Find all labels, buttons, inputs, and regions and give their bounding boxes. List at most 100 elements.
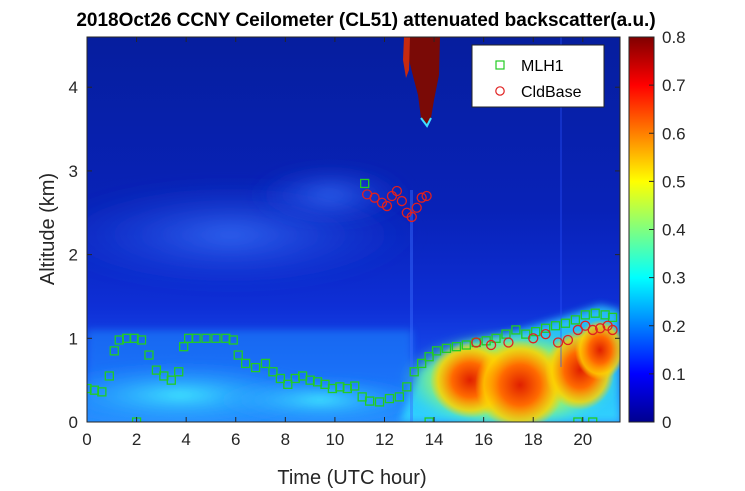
legend-mlh1-marker — [495, 60, 505, 70]
x-tick-label: 10 — [325, 430, 344, 449]
mlh1-point — [191, 333, 201, 343]
mlh1-point — [417, 358, 427, 369]
mlh1-point — [144, 350, 154, 360]
x-tick-label: 2 — [132, 430, 141, 449]
x-axis: 0 2 4 6 8 10 12 14 16 18 20 — [82, 37, 592, 449]
mlh1-point — [201, 333, 211, 343]
mlh1-point — [590, 308, 600, 318]
cldbase-series — [361, 185, 618, 351]
y-axis-label: Altitude (km) — [37, 173, 59, 285]
colorbar-tick-label: 0.3 — [662, 269, 686, 288]
y-tick-label: 3 — [69, 162, 78, 181]
mlh1-point — [350, 381, 360, 391]
mlh1-point — [441, 343, 452, 353]
legend: MLH1 CldBase — [471, 44, 605, 108]
mlh1-point — [491, 333, 501, 343]
x-tick-label: 18 — [524, 430, 543, 449]
legend-cldbase-label: CldBase — [521, 84, 582, 101]
mlh1-point — [451, 342, 462, 352]
mlh1-point — [511, 325, 521, 335]
mlh1-point — [174, 367, 184, 377]
mlh1-point — [409, 367, 419, 377]
x-axis-label: Time (UTC hour) — [277, 467, 426, 489]
mlh1-point — [570, 315, 581, 325]
cldbase-point — [587, 324, 598, 336]
mlh1-point — [104, 371, 114, 381]
cldbase-point — [369, 192, 380, 203]
colorbar: 0 0.1 0.2 0.3 0.4 0.5 0.6 0.7 0.8 — [628, 28, 686, 432]
x-tick-label: 6 — [231, 430, 240, 449]
cldbase-point — [562, 334, 574, 346]
mlh1-point — [241, 358, 251, 369]
x-tick-label: 8 — [281, 430, 290, 449]
mlh1-point — [560, 318, 571, 328]
colorbar-tick-label: 0 — [662, 413, 671, 432]
mlh1-point — [364, 396, 375, 406]
mlh1-point — [136, 335, 147, 345]
mlh1-point — [461, 340, 471, 350]
mlh1-point — [531, 326, 541, 337]
cldbase-point — [411, 202, 422, 213]
colorbar-tick-label: 0.1 — [662, 365, 686, 384]
cldbase-point — [421, 190, 432, 202]
mlh1-point — [580, 310, 590, 320]
mlh1-point — [424, 352, 434, 362]
mlh1-point — [540, 323, 551, 333]
mlh1-point — [384, 393, 395, 404]
legend-box — [471, 44, 605, 108]
mlh1-series — [87, 178, 618, 422]
y-axis: 0 1 2 3 4 — [69, 78, 620, 432]
cldbase-point — [540, 328, 551, 340]
y-tick-label: 2 — [69, 246, 78, 265]
x-tick-label: 20 — [573, 430, 592, 449]
mlh1-point — [151, 365, 162, 375]
mlh1-point — [268, 367, 278, 377]
mlh1-point — [260, 358, 271, 369]
cldbase-point — [396, 195, 407, 207]
mlh1-point — [394, 392, 405, 402]
mlh1-point — [424, 417, 434, 422]
mlh1-point — [211, 333, 221, 343]
plot-frame — [86, 36, 621, 423]
cldbase-point — [528, 333, 539, 344]
x-tick-label: 14 — [425, 430, 444, 449]
colorbar-tick-label: 0.6 — [662, 124, 686, 143]
chart-title: 2018Oct26 CCNY Ceilometer (CL51) attenua… — [76, 10, 655, 31]
colorbar-tick-label: 0.2 — [662, 317, 686, 336]
mlh1-point — [573, 417, 583, 422]
cldbase-point — [391, 185, 403, 197]
y-tick-label: 1 — [69, 329, 78, 348]
cldbase-point — [406, 211, 417, 223]
mlh1-point — [550, 321, 561, 331]
mlh1-point — [374, 397, 385, 407]
mlh1-point — [179, 342, 189, 352]
cldbase-point — [503, 337, 514, 348]
x-tick-label: 16 — [474, 430, 493, 449]
mlh1-point — [588, 417, 598, 422]
mlh1-point — [228, 335, 238, 345]
legend-mlh1-label: MLH1 — [521, 58, 564, 75]
mlh1-point — [109, 346, 119, 356]
cldbase-point — [485, 339, 497, 351]
mlh1-point — [431, 346, 442, 356]
x-tick-label: 12 — [375, 430, 394, 449]
mlh1-point — [402, 382, 412, 392]
cldbase-point — [552, 337, 564, 348]
colorbar-tick-label: 0.4 — [662, 221, 686, 240]
colorbar-ticks: 0 0.1 0.2 0.3 0.4 0.5 0.6 0.7 0.8 — [649, 28, 686, 432]
legend-cldbase-marker — [495, 86, 505, 96]
mlh1-point — [521, 329, 531, 339]
cldbase-point — [416, 192, 427, 203]
y-tick-label: 0 — [69, 413, 78, 432]
cldbase-point — [381, 200, 393, 212]
colorbar-tick-label: 0.5 — [662, 172, 686, 191]
mlh1-point — [233, 350, 243, 360]
mlh1-point — [97, 387, 107, 397]
mlh1-point — [250, 362, 261, 373]
cldbase-point — [471, 337, 482, 348]
colorbar-tick-label: 0.8 — [662, 28, 686, 47]
mlh1-point — [283, 379, 293, 389]
cldbase-point — [607, 324, 618, 336]
mlh1-point — [607, 312, 618, 323]
